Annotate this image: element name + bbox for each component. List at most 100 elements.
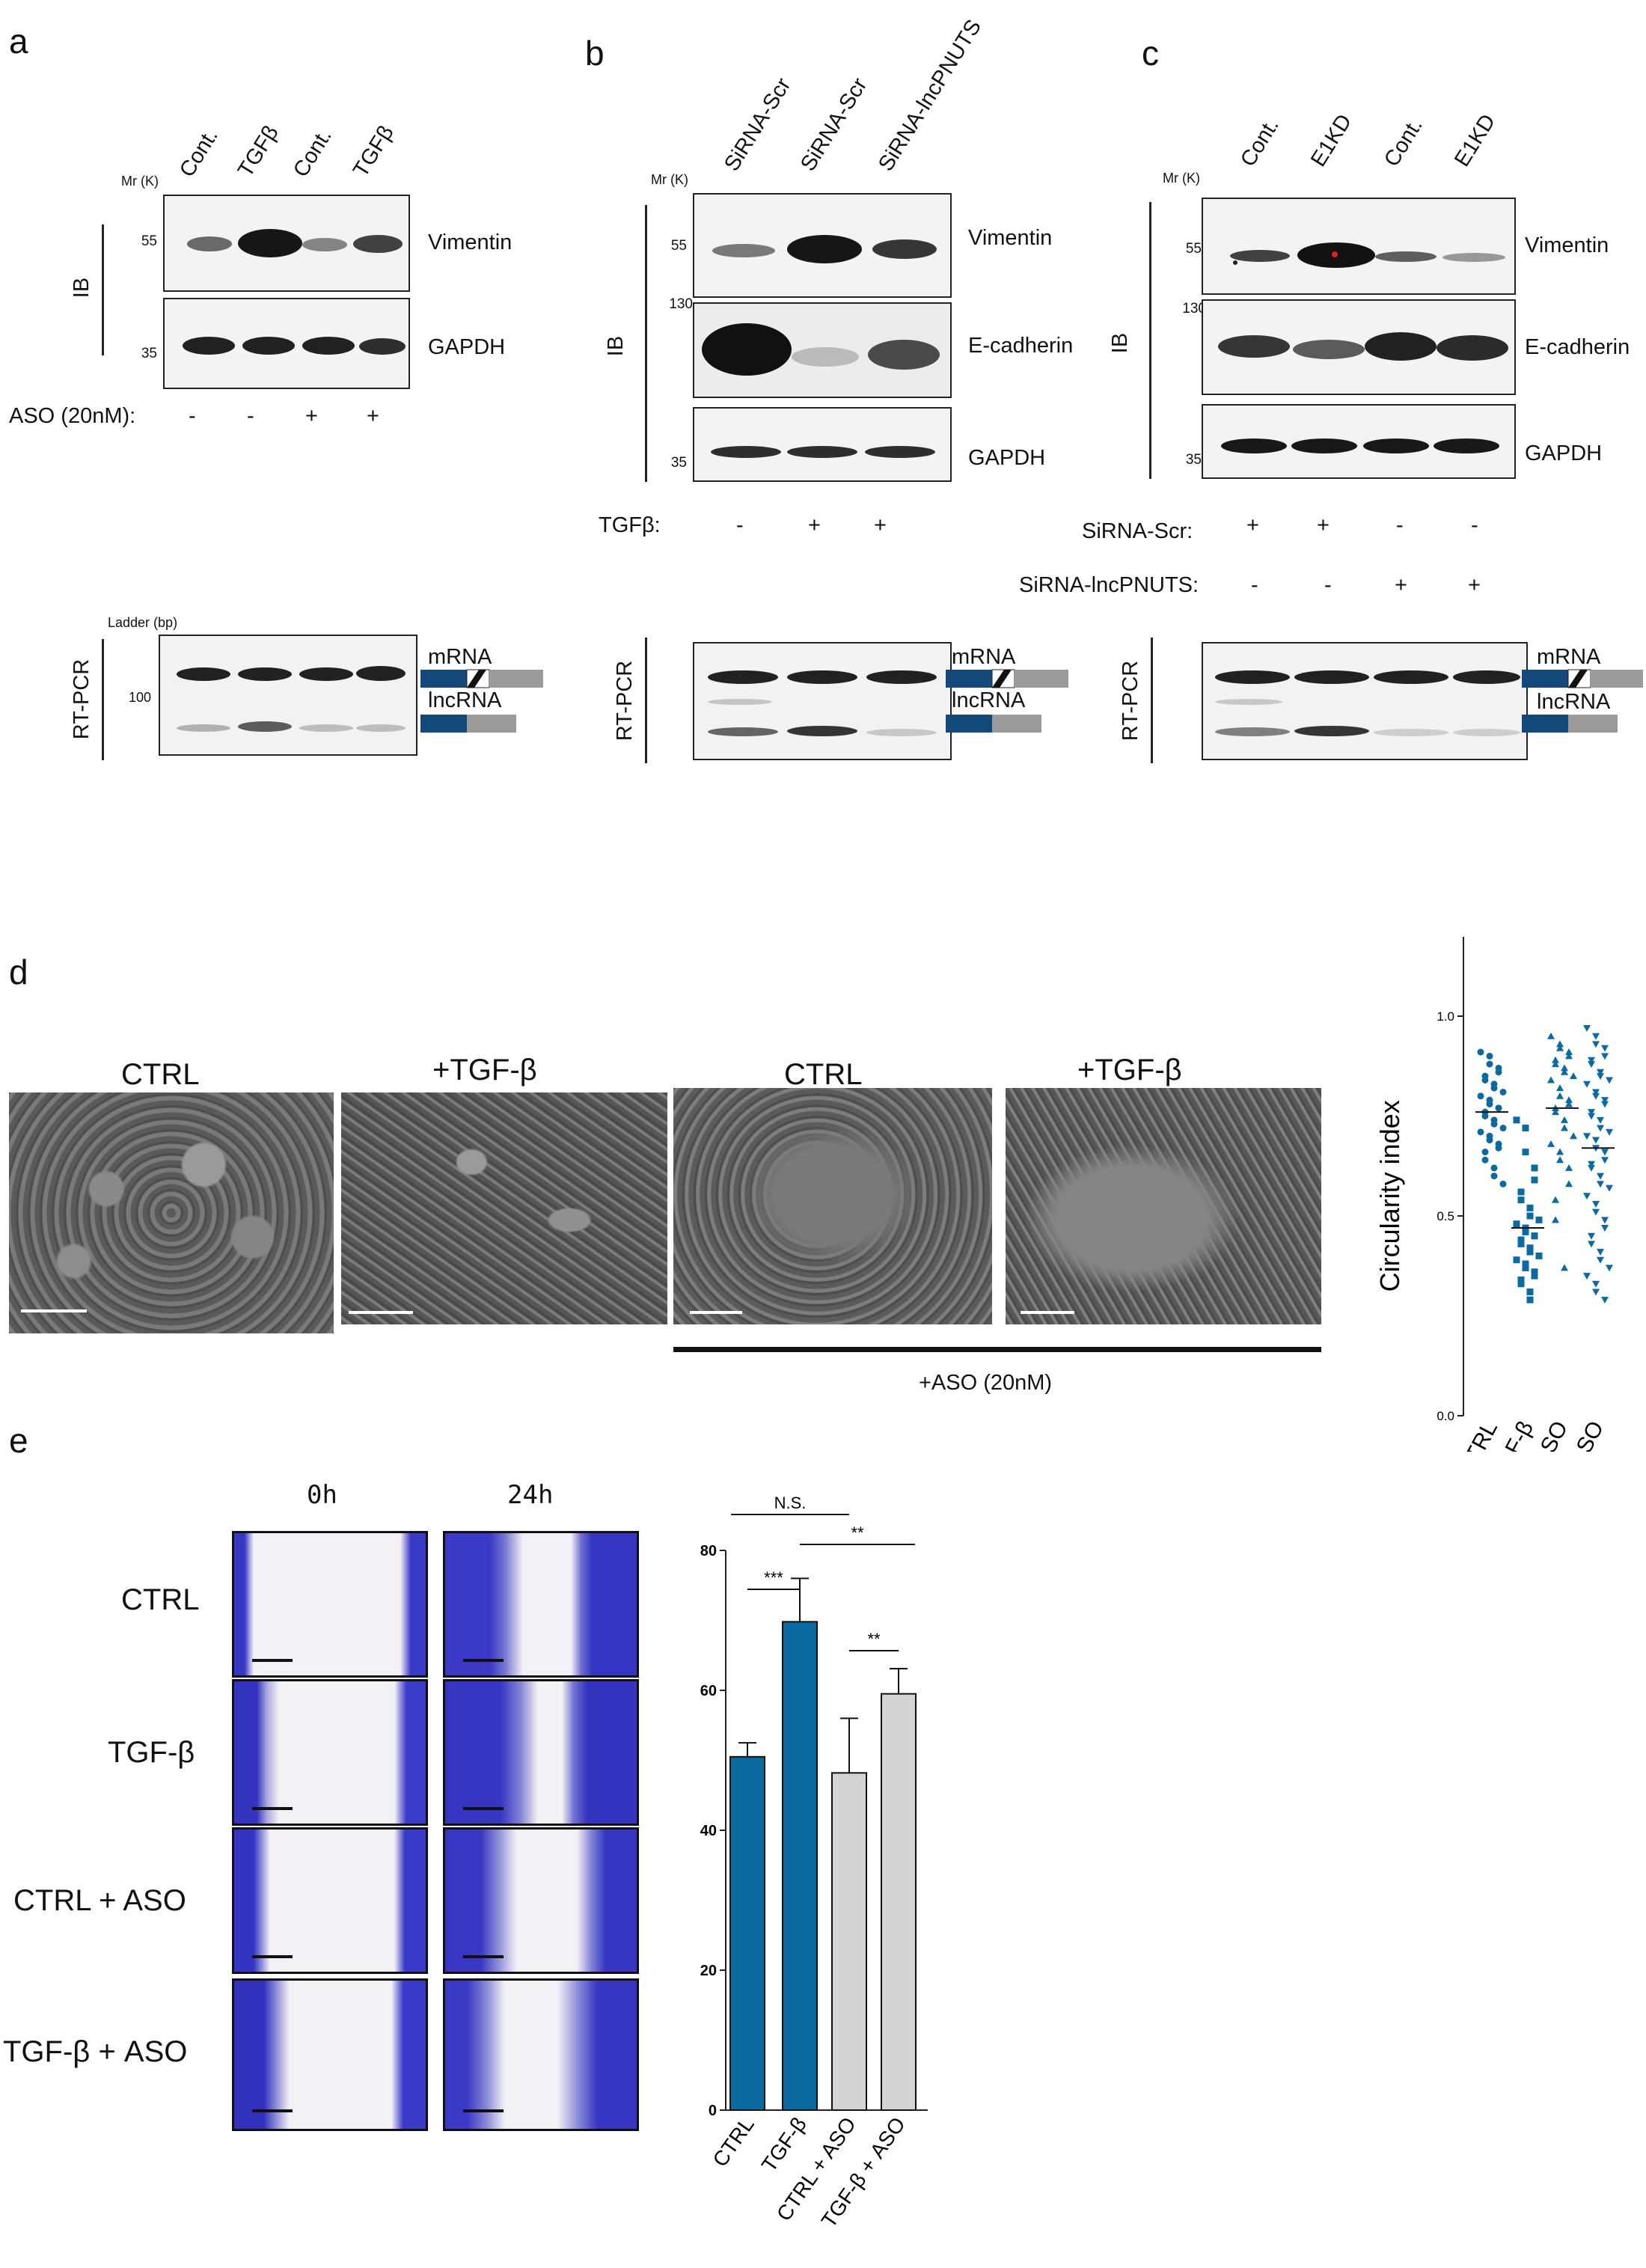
panel-b-gapdh-blot [693,407,952,482]
band [1221,438,1287,453]
data-point [1565,1164,1573,1171]
data-point [1592,1137,1600,1144]
data-point [1517,1236,1525,1244]
sign: - [189,404,196,428]
band [708,670,778,684]
data-point [1513,1256,1520,1264]
y-tick-label: 20 [700,1963,717,1979]
band [238,721,292,732]
band [1365,332,1437,361]
data-point [1601,1217,1609,1224]
data-point [1592,1092,1600,1100]
data-point [1570,1072,1577,1080]
data-point [1583,1080,1591,1088]
data-point [1522,1149,1529,1156]
sign: + [874,513,887,537]
data-point [1601,1157,1609,1164]
panel-b-lncrna-diagram [946,715,1041,733]
band [868,340,940,370]
panel-b-lane-label: SiRNA-lncPNUTS [874,15,987,176]
panel-b-ecadherin-blot [693,302,952,398]
data-point [1552,1056,1559,1063]
panel-c-lane-label: E1KD [1450,110,1501,171]
panel-c-vimentin-blot [1202,198,1516,295]
panel-a-mw-35: 35 [141,346,157,361]
panel-b-mr-label: Mr (K) [651,172,688,187]
data-point [1526,1248,1534,1256]
panel-a-mrna-diagram [420,669,543,688]
panel-d-title-ctrl: CTRL [121,1058,200,1091]
scale-bar [463,1659,504,1662]
band [1332,251,1338,257]
data-point [1486,1137,1493,1144]
band [238,229,302,257]
band [353,235,403,253]
data-point [1588,1057,1595,1064]
panel-b-mrna-diagram [946,669,1068,688]
panel-a-aso-label: ASO (20nM): [9,404,136,428]
band [787,446,857,458]
panel-e-time-0h: 0h [307,1480,337,1510]
data-point [1531,1272,1538,1280]
aso-bar [673,1347,1321,1352]
data-point [1588,1164,1595,1172]
y-tick-label: 0.0 [1437,1409,1454,1423]
band [1230,250,1290,262]
panel-a-ladder-label: Ladder (bp) [108,615,178,630]
band [702,323,792,376]
data-point [1486,1052,1493,1060]
panel-a-rtpcr-gel [159,635,417,756]
data-point [1526,1296,1534,1303]
bar [881,1693,917,2111]
data-point [1490,1084,1498,1092]
data-point [1552,1060,1559,1068]
panel-c-rtpcr-gel [1202,642,1528,760]
panel-c-gapdh-blot [1202,404,1516,479]
band [708,727,778,736]
bar [831,1772,867,2111]
panel-b-ib-label: IB [604,335,628,357]
bar [729,1755,765,2111]
data-point [1556,1084,1564,1092]
band [356,666,406,681]
panel-d-letter: d [9,953,28,991]
data-point [1588,1241,1595,1248]
panel-c-lncrna-diagram [1522,715,1618,733]
sign: - [1396,513,1404,537]
data-point [1526,1204,1534,1211]
panel-c-lncrna-label: lncRNA [1537,690,1611,714]
data-point [1517,1240,1525,1247]
data-point [1556,1092,1564,1099]
panel-c-lane-label: Cont. [1236,114,1284,171]
panel-c-lane-label: Cont. [1380,114,1428,171]
data-point [1597,1125,1604,1132]
significance-label: *** [764,1568,783,1587]
data-point [1597,1249,1604,1256]
panel-b-mw-130: 130 [669,296,693,312]
micrograph-tgf [341,1092,667,1324]
scale-bar [21,1309,87,1312]
panel-c-mr-label: Mr (K) [1163,171,1200,186]
panel-a-ib-bracket [102,224,104,355]
band [187,236,232,251]
data-point [1477,1048,1484,1056]
bar [782,1621,818,2111]
data-point [1481,1076,1489,1083]
panel-b-mrna-label: mRNA [952,645,1016,669]
significance-label: N.S. [774,1494,807,1512]
data-point [1517,1188,1525,1196]
panel-a-lane-label: Cont. [289,124,337,182]
band [1293,340,1365,359]
band [1218,335,1290,358]
data-point [1597,1173,1604,1180]
data-point [1592,1089,1600,1096]
data-point [1547,1140,1555,1147]
scale-bar [252,1955,293,1958]
data-point [1583,1133,1591,1140]
y-tick-label: 0.5 [1437,1209,1454,1223]
panel-b-letter: b [585,34,605,73]
sign: - [736,513,744,537]
band [708,699,772,705]
sign: + [305,404,318,428]
y-tick-label: 80 [700,1543,717,1559]
